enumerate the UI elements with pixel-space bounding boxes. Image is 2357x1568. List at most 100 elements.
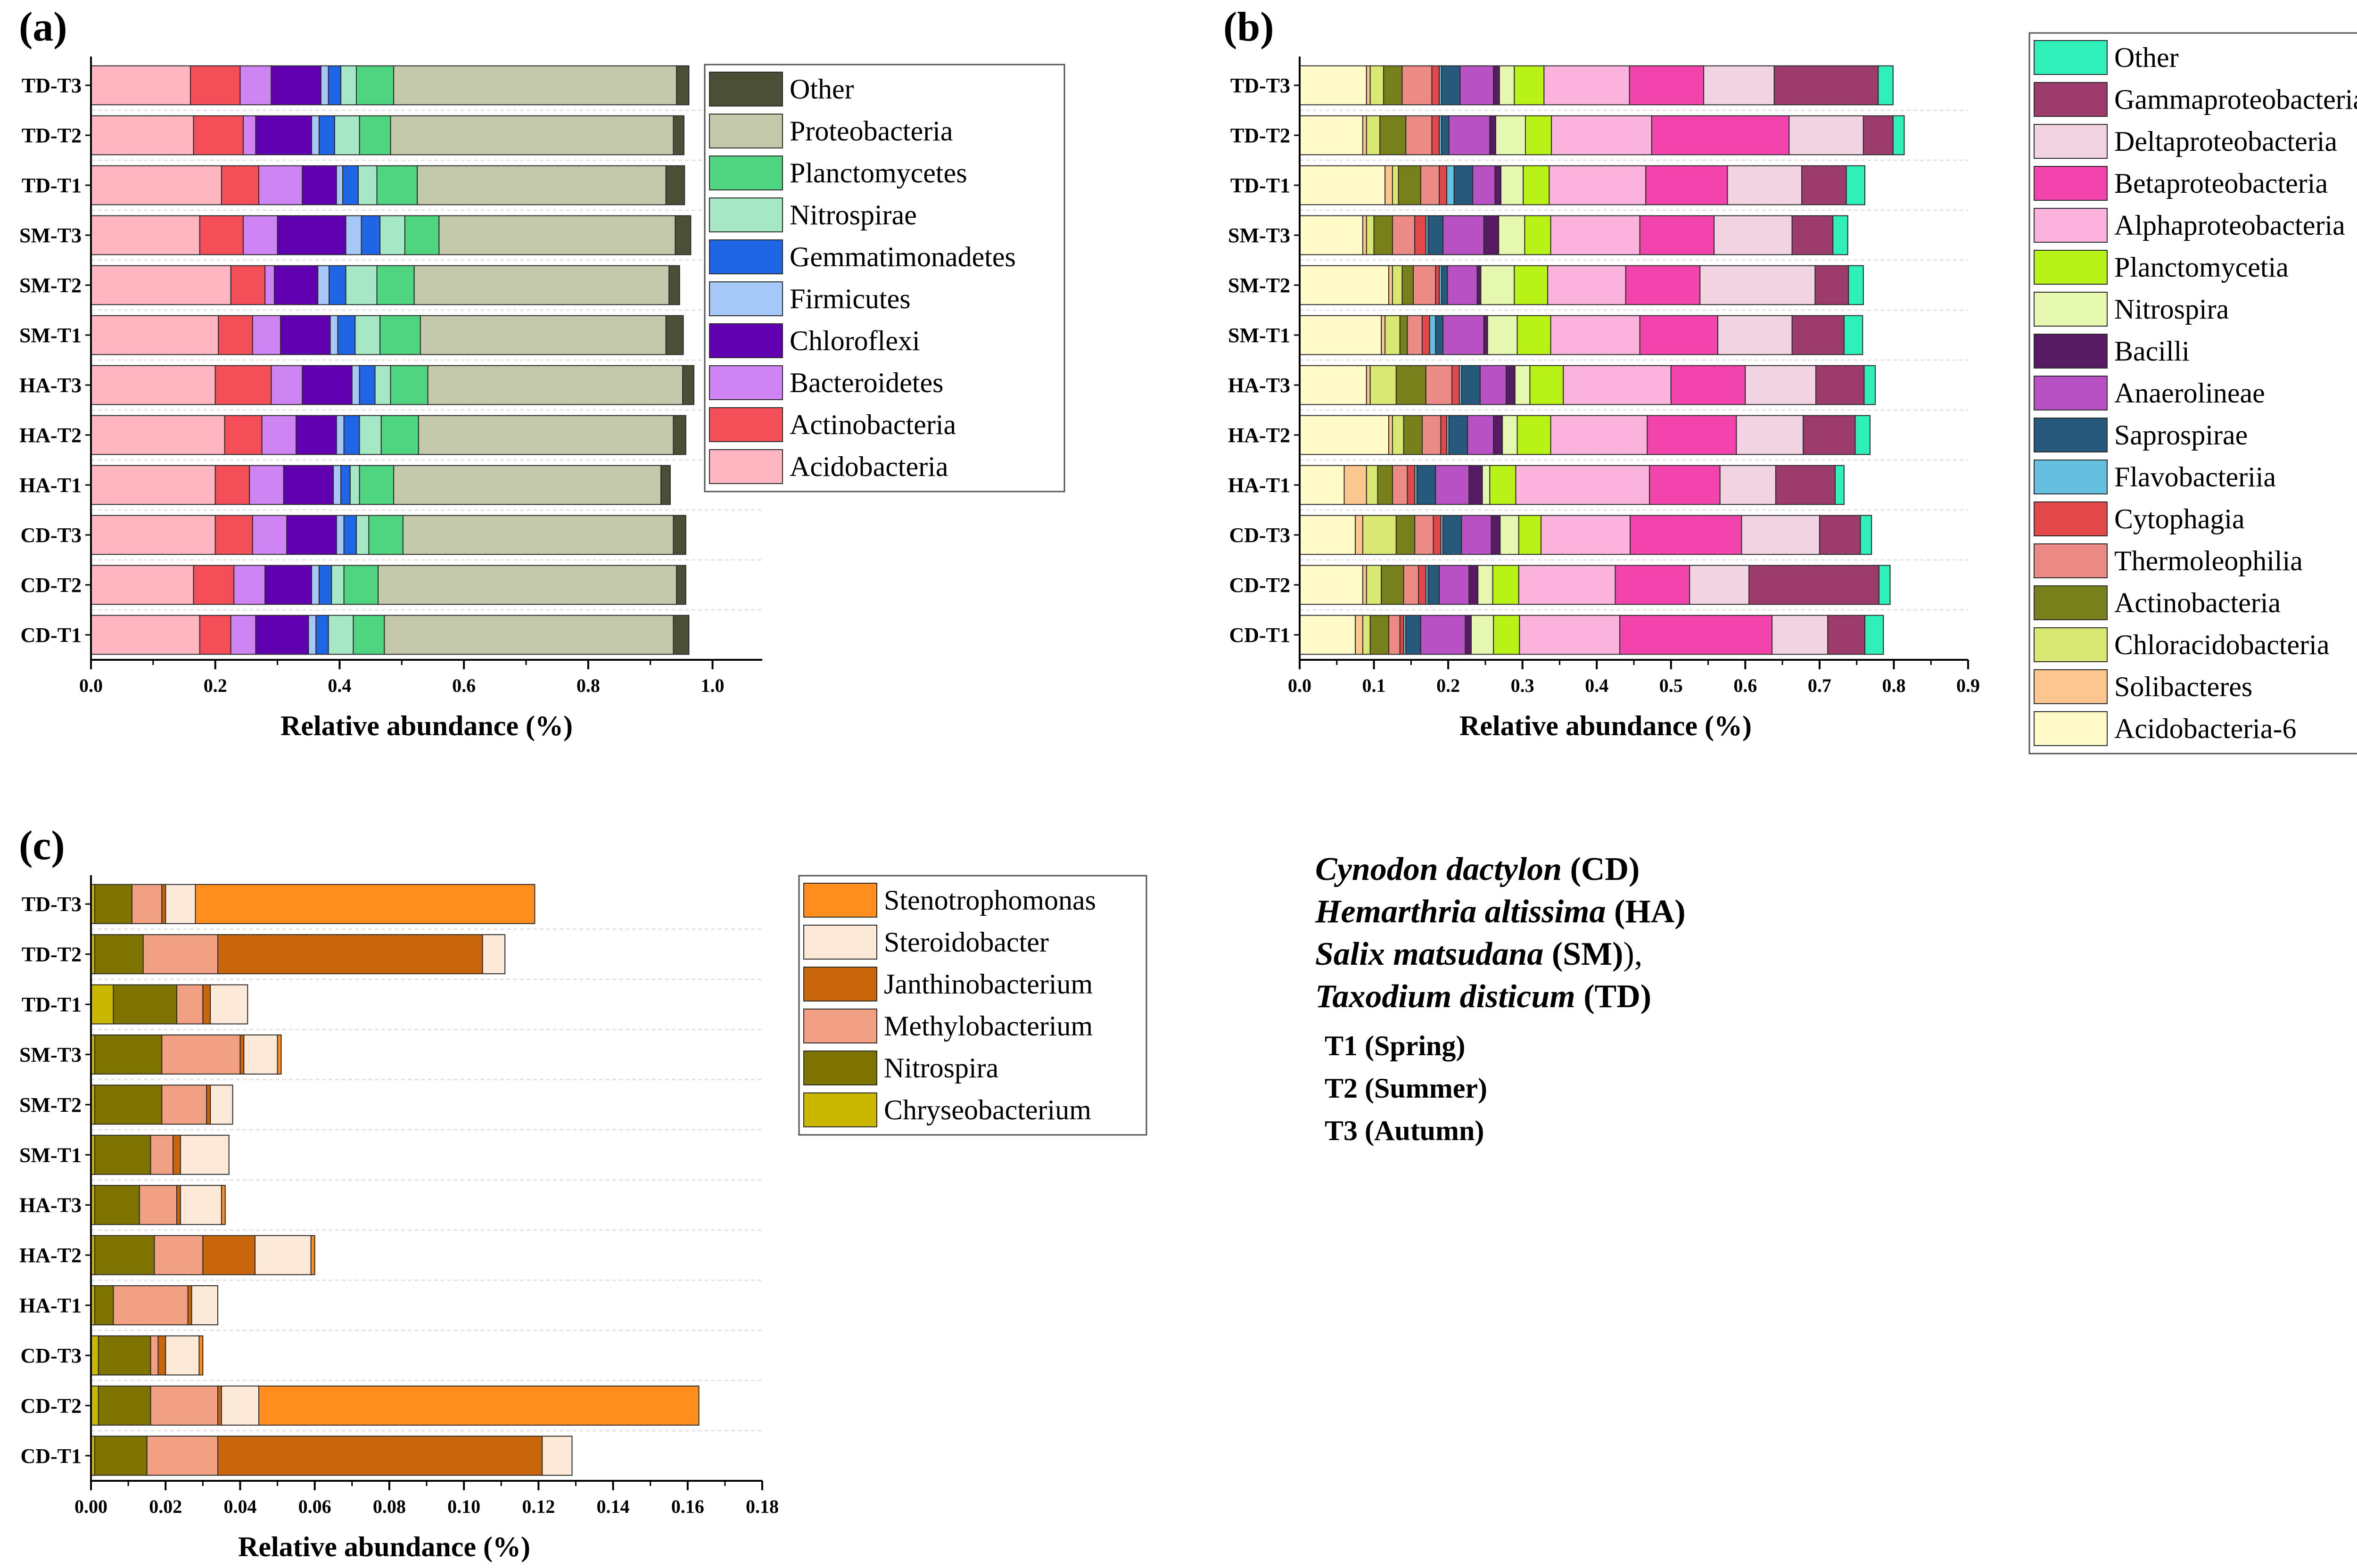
bar-segment: [1864, 615, 1884, 655]
bar-segment: [180, 1185, 222, 1225]
bar-segment: [1541, 515, 1631, 555]
bar-segment: [1343, 465, 1367, 505]
x-tick-label: 0.8: [1882, 675, 1905, 696]
category-label: CD-T3: [1229, 524, 1290, 547]
legend-label: Actinobacteria: [790, 409, 956, 440]
category-label: HA-T2: [19, 424, 82, 447]
category-label: TD-T1: [22, 174, 82, 197]
bar-segment: [1388, 415, 1393, 455]
bar-segment: [1468, 465, 1483, 505]
bar-segment: [230, 615, 256, 655]
legend-label: Planctomycetes: [790, 157, 967, 189]
bar-segment: [1498, 215, 1525, 255]
bar-segment: [221, 165, 259, 205]
bar-segment: [1515, 465, 1650, 505]
bar-segment: [1442, 515, 1462, 555]
x-tick-label: 0.9: [1956, 675, 1980, 696]
bar-segment: [315, 615, 329, 655]
legend-swatch: [2034, 208, 2108, 243]
species-latin: Cynodon dactylon: [1315, 851, 1562, 887]
bar-segment: [1551, 115, 1652, 156]
bar-segment: [277, 1034, 282, 1075]
bar-segment: [310, 1235, 315, 1275]
bar-segment: [252, 515, 288, 555]
species-key: Cynodon dactylon (CD) Hemarthria altissi…: [1315, 848, 1686, 1152]
bar-segment: [1392, 165, 1399, 205]
bar-segment: [368, 515, 404, 555]
bar-segment: [1453, 165, 1474, 205]
bar-segment: [1803, 415, 1856, 455]
bar-segment: [359, 415, 382, 455]
bar-segment: [1429, 315, 1436, 355]
bar-segment: [1379, 115, 1407, 156]
category-label: CD-T1: [20, 1445, 82, 1468]
bar-segment: [258, 1385, 700, 1426]
bar-segment: [320, 65, 329, 106]
bar-segment: [217, 934, 483, 975]
species-tail: ),: [1623, 936, 1643, 972]
category-label: SM-T3: [1228, 224, 1290, 247]
bar-segment: [94, 1084, 163, 1125]
bar-segment: [286, 515, 337, 555]
bar-segment: [176, 1185, 181, 1225]
species-abbr: (TD): [1583, 978, 1652, 1015]
bar-segment: [202, 984, 211, 1025]
bar-segment: [91, 215, 200, 255]
bar-segment: [343, 415, 360, 455]
x-tick-label: 0.7: [1808, 675, 1831, 696]
bar-segment: [1524, 215, 1551, 255]
bar-segment: [233, 565, 266, 605]
bar-segment: [356, 65, 395, 106]
bar-segment: [199, 615, 231, 655]
legend-label: Planctomycetia: [2114, 252, 2289, 283]
bar-segment: [1427, 565, 1440, 605]
bar-segment: [176, 984, 204, 1025]
legend-swatch: [709, 281, 783, 316]
bar-segment: [210, 1084, 233, 1125]
bar-segment: [328, 265, 346, 305]
bar-segment: [1506, 365, 1516, 405]
bar-segment: [1448, 415, 1468, 455]
category-label: TD-T3: [1230, 74, 1290, 97]
bar-segment: [1299, 265, 1390, 305]
bar-segment: [1366, 365, 1371, 405]
bar-segment: [333, 465, 342, 505]
x-tick-label: 0.16: [671, 1496, 704, 1517]
x-tick-label: 0.4: [328, 675, 351, 696]
legend-swatch: [2034, 669, 2108, 704]
bar-segment: [230, 265, 266, 305]
x-tick-label: 0.0: [1288, 675, 1311, 696]
x-tick-label: 0.10: [447, 1496, 480, 1517]
bar-segment: [1814, 265, 1849, 305]
bar-segment: [1421, 315, 1430, 355]
legend-swatch: [709, 114, 783, 148]
bar-segment: [150, 1385, 218, 1426]
x-tick-label: 0.2: [1436, 675, 1460, 696]
bar-segment: [94, 884, 133, 924]
bar-segment: [1629, 65, 1705, 106]
x-tick-label: 0.5: [1659, 675, 1683, 696]
bar-segment: [1355, 515, 1363, 555]
bar-segment: [420, 315, 667, 355]
bar-segment: [380, 415, 419, 455]
bar-segment: [1299, 65, 1367, 106]
bar-segment: [91, 1335, 99, 1376]
bar-segment: [1366, 565, 1382, 605]
x-tick-label: 0.14: [597, 1496, 630, 1517]
bar-segment: [1483, 315, 1488, 355]
legend-label: Steroidobacter: [884, 927, 1049, 958]
category-label: HA-T2: [1228, 424, 1290, 447]
bar-segment: [302, 365, 353, 405]
legend-swatch: [2034, 166, 2108, 201]
bar-segment: [1431, 65, 1440, 106]
bar-segment: [190, 65, 241, 106]
bar-segment: [1775, 465, 1836, 505]
bar-segment: [345, 265, 378, 305]
bar-segment: [94, 1436, 148, 1476]
bar-segment: [1467, 415, 1494, 455]
bar-segment: [221, 1385, 259, 1426]
bar-segment: [379, 315, 421, 355]
bar-segment: [1381, 315, 1386, 355]
bar-segment: [1550, 315, 1640, 355]
bar-segment: [1392, 265, 1403, 305]
